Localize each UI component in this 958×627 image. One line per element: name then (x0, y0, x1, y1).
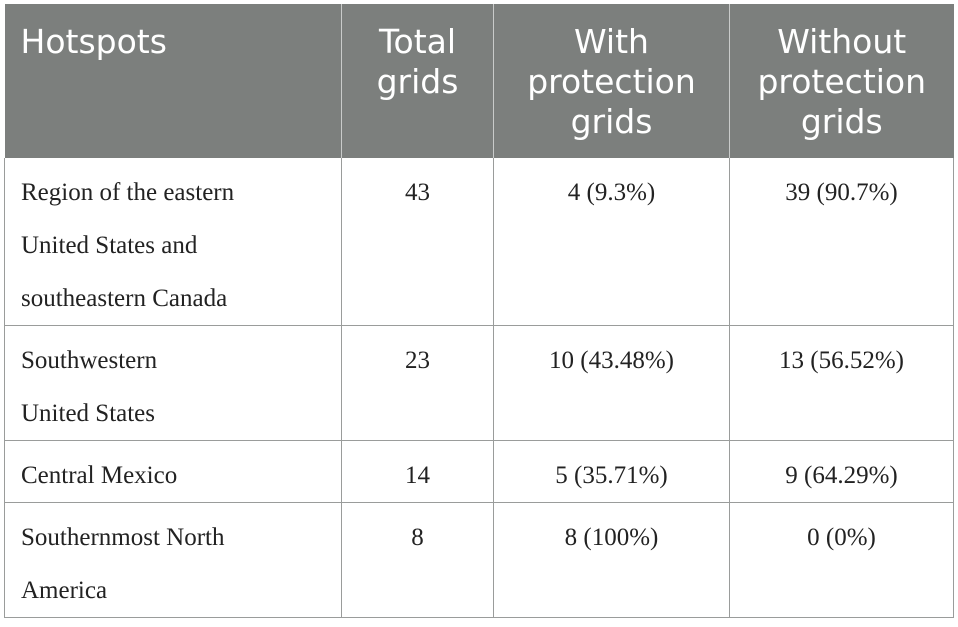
header-total-grids-line-2: grids (376, 62, 459, 101)
cell-without-protection: 9 (64.29%) (729, 440, 954, 503)
cell-without-protection: 0 (0%) (729, 502, 954, 618)
hotspots-table-container: Hotspots Total grids With protection gri… (4, 4, 954, 618)
header-hotspots: Hotspots (4, 4, 342, 158)
header-without-line-1: Without (777, 22, 907, 61)
header-without-line-3: grids (800, 102, 883, 141)
header-total-grids: Total grids (341, 4, 494, 158)
hotspot-line: Southwestern (21, 347, 158, 374)
cell-total-grids: 43 (341, 158, 494, 326)
header-with-line-1: With (574, 22, 649, 61)
cell-with-protection: 10 (43.48%) (493, 325, 730, 441)
hotspot-line: Region of the eastern (21, 179, 235, 206)
cell-hotspot: Southwestern United States (4, 325, 342, 441)
hotspot-line: America (21, 577, 108, 604)
table-row: Region of the eastern United States and … (4, 158, 954, 326)
table-row: Southernmost North America 8 8 (100%) 0 … (4, 502, 954, 618)
cell-with-protection: 8 (100%) (493, 502, 730, 618)
hotspot-line: Southernmost North (21, 524, 225, 551)
table-row: Central Mexico 14 5 (35.71%) 9 (64.29%) (4, 440, 954, 503)
table-header-row: Hotspots Total grids With protection gri… (4, 4, 954, 158)
cell-total-grids: 23 (341, 325, 494, 441)
hotspot-line: southeastern Canada (21, 285, 228, 312)
cell-without-protection: 13 (56.52%) (729, 325, 954, 441)
cell-total-grids: 14 (341, 440, 494, 503)
hotspots-table: Hotspots Total grids With protection gri… (4, 4, 954, 618)
hotspot-line: United States (21, 400, 156, 427)
hotspot-line: Central Mexico (21, 462, 178, 489)
header-total-grids-line-1: Total (378, 22, 457, 61)
cell-total-grids: 8 (341, 502, 494, 618)
header-with-line-3: grids (570, 102, 653, 141)
header-with-line-2: protection (527, 62, 696, 101)
header-with-protection-grids: With protection grids (493, 4, 730, 158)
cell-with-protection: 4 (9.3%) (493, 158, 730, 326)
header-without-protection-grids: Without protection grids (729, 4, 954, 158)
hotspot-line: United States and (21, 232, 198, 259)
table-row: Southwestern United States 23 10 (43.48%… (4, 325, 954, 441)
cell-without-protection: 39 (90.7%) (729, 158, 954, 326)
header-without-line-2: protection (757, 62, 927, 101)
cell-with-protection: 5 (35.71%) (493, 440, 730, 503)
cell-hotspot: Southernmost North America (4, 502, 342, 618)
header-hotspots-line: Hotspots (20, 22, 167, 61)
cell-hotspot: Region of the eastern United States and … (4, 158, 342, 326)
cell-hotspot: Central Mexico (4, 440, 342, 503)
